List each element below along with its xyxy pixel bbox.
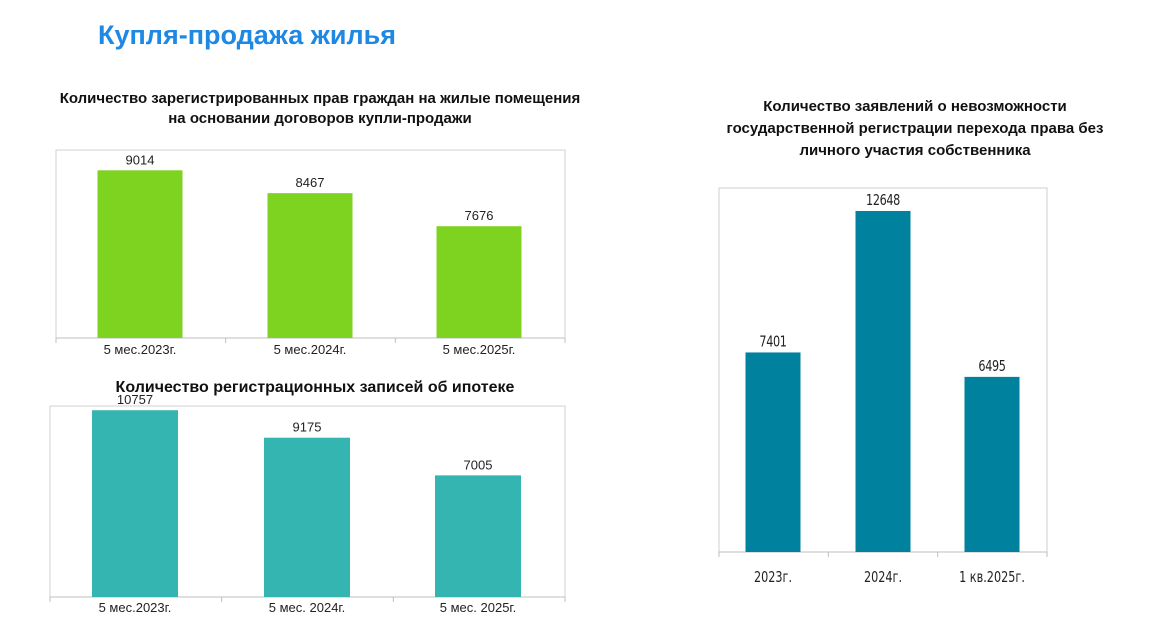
bar bbox=[436, 226, 522, 338]
chart-title-line: на основании договоров купли-продажи bbox=[168, 110, 472, 127]
chart-title-line: государственной регистрации перехода пра… bbox=[726, 120, 1104, 137]
bar bbox=[964, 376, 1020, 552]
x-tick-label: 5 мес.2025г. bbox=[443, 342, 516, 357]
chart-title-rights: Количество зарегистрированных прав гражд… bbox=[20, 89, 620, 129]
bar bbox=[855, 210, 911, 552]
page-title: Купля-продажа жилья bbox=[98, 20, 397, 50]
data-label: 12648 bbox=[866, 193, 900, 210]
data-label: 7676 bbox=[465, 208, 494, 223]
data-label: 8467 bbox=[296, 175, 325, 190]
chart-title-line: Количество регистрационных записей об ип… bbox=[115, 379, 515, 396]
chart-title-line: личного участия собственника bbox=[799, 142, 1031, 159]
x-tick-label: 5 мес. 2024г. bbox=[269, 600, 345, 615]
x-tick-label: 5 мес.2023г. bbox=[99, 600, 172, 615]
x-tick-label: 5 мес. 2025г. bbox=[440, 600, 516, 615]
chart-title-mortgage: Количество регистрационных записей об ип… bbox=[50, 378, 580, 398]
chart-title-applications: Количество заявлений о невозможности гос… bbox=[690, 96, 1140, 162]
data-label: 6495 bbox=[978, 358, 1005, 375]
x-tick-label: 5 мес.2024г. bbox=[274, 342, 347, 357]
data-label: 10757 bbox=[117, 392, 153, 407]
bar bbox=[435, 475, 521, 597]
bar bbox=[97, 170, 183, 338]
bar bbox=[745, 352, 801, 552]
data-label: 9014 bbox=[126, 152, 155, 167]
x-tick-label: 2024г. bbox=[864, 570, 902, 587]
data-label: 7401 bbox=[759, 334, 786, 351]
bar bbox=[264, 437, 350, 597]
bar bbox=[267, 193, 353, 338]
data-label: 7005 bbox=[464, 457, 493, 472]
chart-title-line: Количество зарегистрированных прав гражд… bbox=[59, 90, 581, 107]
x-tick-label: 5 мес.2023г. bbox=[104, 342, 177, 357]
x-tick-label: 2023г. bbox=[754, 570, 792, 587]
x-tick-label: 1 кв.2025г. bbox=[959, 570, 1025, 587]
chart-title-line: Количество заявлений о невозможности bbox=[763, 98, 1067, 115]
data-label: 9175 bbox=[293, 420, 322, 435]
bar bbox=[92, 410, 178, 597]
